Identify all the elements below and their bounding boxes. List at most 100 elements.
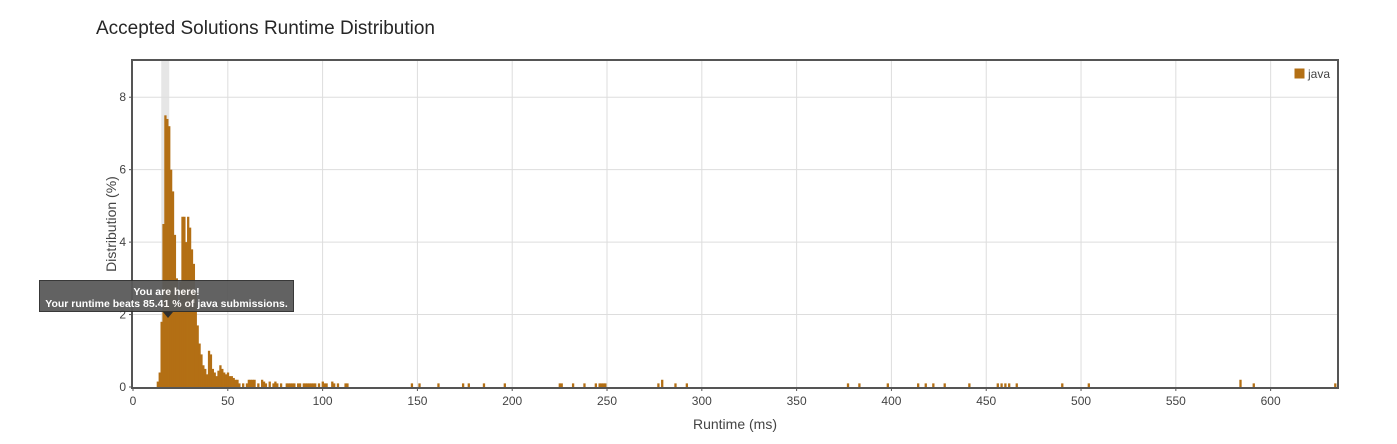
bar[interactable]: [1000, 383, 1003, 387]
bar[interactable]: [306, 383, 309, 387]
bar[interactable]: [204, 368, 207, 387]
bar[interactable]: [968, 383, 971, 387]
bar[interactable]: [924, 383, 927, 387]
bar[interactable]: [461, 383, 465, 387]
bar[interactable]: [287, 383, 290, 387]
bar[interactable]: [215, 376, 218, 387]
bar[interactable]: [312, 383, 315, 387]
bar[interactable]: [230, 376, 233, 387]
bar[interactable]: [604, 383, 607, 387]
bar[interactable]: [291, 383, 294, 387]
bar[interactable]: [209, 354, 213, 387]
bar[interactable]: [232, 377, 235, 387]
bar[interactable]: [344, 383, 347, 387]
bar[interactable]: [268, 381, 271, 387]
bar[interactable]: [886, 383, 889, 387]
bar[interactable]: [996, 383, 999, 387]
bar[interactable]: [202, 365, 205, 387]
bar[interactable]: [251, 379, 254, 387]
bar[interactable]: [226, 372, 230, 387]
bar[interactable]: [943, 383, 946, 387]
bar[interactable]: [685, 383, 688, 387]
bar[interactable]: [242, 383, 245, 387]
bar[interactable]: [196, 325, 199, 387]
bar[interactable]: [657, 383, 660, 387]
bar[interactable]: [917, 383, 920, 387]
bar[interactable]: [211, 368, 214, 387]
bar[interactable]: [158, 372, 161, 387]
bar[interactable]: [410, 383, 414, 387]
bar[interactable]: [598, 383, 601, 387]
bar[interactable]: [323, 383, 326, 387]
bar[interactable]: [932, 383, 935, 387]
bar[interactable]: [177, 303, 180, 387]
bar[interactable]: [219, 365, 222, 387]
bar[interactable]: [846, 383, 850, 387]
bar[interactable]: [253, 379, 256, 387]
bar[interactable]: [293, 383, 296, 387]
bar[interactable]: [198, 343, 201, 387]
bar[interactable]: [1061, 383, 1064, 387]
bar[interactable]: [482, 383, 486, 387]
bar[interactable]: [264, 383, 268, 387]
bar[interactable]: [560, 383, 563, 387]
bar[interactable]: [164, 115, 167, 387]
bar[interactable]: [314, 383, 317, 387]
bar[interactable]: [169, 169, 173, 387]
bar[interactable]: [346, 383, 349, 387]
bar[interactable]: [661, 379, 664, 387]
bar[interactable]: [207, 350, 211, 387]
bar[interactable]: [558, 383, 561, 387]
bar[interactable]: [192, 263, 196, 387]
bar[interactable]: [321, 381, 324, 387]
bar[interactable]: [190, 249, 194, 387]
bar[interactable]: [228, 376, 232, 387]
bar[interactable]: [200, 354, 203, 387]
bar[interactable]: [336, 383, 340, 387]
bar[interactable]: [1008, 383, 1011, 387]
bar[interactable]: [221, 368, 224, 387]
bar[interactable]: [858, 383, 861, 387]
bar[interactable]: [325, 383, 328, 387]
bar[interactable]: [249, 379, 252, 387]
bar[interactable]: [247, 379, 251, 387]
bar[interactable]: [205, 374, 209, 387]
bar[interactable]: [257, 383, 260, 387]
bar[interactable]: [194, 292, 197, 387]
bar[interactable]: [674, 383, 677, 387]
bar[interactable]: [594, 383, 597, 387]
bar[interactable]: [1252, 383, 1255, 387]
bar[interactable]: [179, 281, 182, 387]
bar[interactable]: [308, 383, 311, 387]
bar[interactable]: [1004, 383, 1007, 387]
bar[interactable]: [1015, 383, 1018, 387]
bar[interactable]: [217, 370, 220, 387]
bar[interactable]: [331, 381, 334, 387]
bar[interactable]: [418, 383, 421, 387]
bar[interactable]: [285, 383, 288, 387]
bar[interactable]: [224, 374, 228, 387]
bar[interactable]: [1334, 383, 1337, 387]
bar[interactable]: [1239, 379, 1242, 387]
bar[interactable]: [276, 383, 279, 387]
bar[interactable]: [297, 383, 300, 387]
bar[interactable]: [166, 118, 169, 387]
bar[interactable]: [437, 383, 440, 387]
bar[interactable]: [245, 383, 249, 387]
bar[interactable]: [310, 383, 313, 387]
bar[interactable]: [260, 379, 264, 387]
bar[interactable]: [503, 383, 506, 387]
bar[interactable]: [213, 372, 216, 387]
bar[interactable]: [302, 383, 305, 387]
bar[interactable]: [234, 379, 237, 387]
bar[interactable]: [272, 383, 275, 387]
bar[interactable]: [279, 383, 283, 387]
bar[interactable]: [467, 383, 470, 387]
bar[interactable]: [317, 383, 321, 387]
bar[interactable]: [168, 126, 171, 387]
bar[interactable]: [602, 383, 605, 387]
legend[interactable]: java: [1293, 67, 1330, 81]
bar[interactable]: [262, 381, 266, 387]
bar[interactable]: [185, 242, 188, 387]
bar[interactable]: [160, 321, 163, 387]
